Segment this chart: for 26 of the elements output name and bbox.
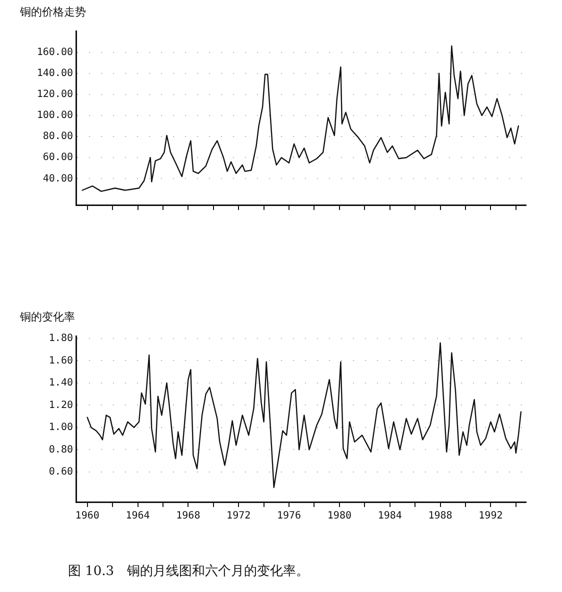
x-tick-label: 1968 [176,510,200,522]
y-tick-label: 160.00 [36,46,73,58]
x-tick-label: 1984 [378,510,402,522]
y-tick-label: 0.60 [48,466,73,478]
chart-title: 铜的价格走势 [19,6,86,19]
x-tick-label: 1972 [226,510,251,522]
y-tick-label: 1.60 [48,355,73,366]
y-tick-label: 140.00 [36,68,73,79]
x-tick-label: 1960 [75,510,100,522]
y-tick-label: 1.00 [48,422,73,434]
y-tick-label: 40.00 [42,173,73,184]
y-tick-label: 0.80 [48,444,73,456]
y-tick-label: 80.00 [42,131,73,142]
y-tick-label: 60.00 [42,152,73,164]
x-tick-label: 1964 [126,510,150,522]
y-tick-label: 100.00 [36,110,73,122]
caption: 图 10.3 铜的月线图和六个月的变化率。 [68,563,310,580]
x-tick-label: 1976 [276,510,302,522]
y-tick-label: 1.40 [48,378,73,389]
y-tick-label: 1.80 [48,333,73,344]
y-tick-label: 120.00 [36,88,73,100]
x-tick-label: 1992 [478,510,503,522]
chart-title: 铜的变化率 [19,310,75,324]
x-tick-label: 1980 [327,510,352,522]
y-tick-label: 1.20 [48,400,73,411]
x-tick-label: 1988 [428,510,452,522]
